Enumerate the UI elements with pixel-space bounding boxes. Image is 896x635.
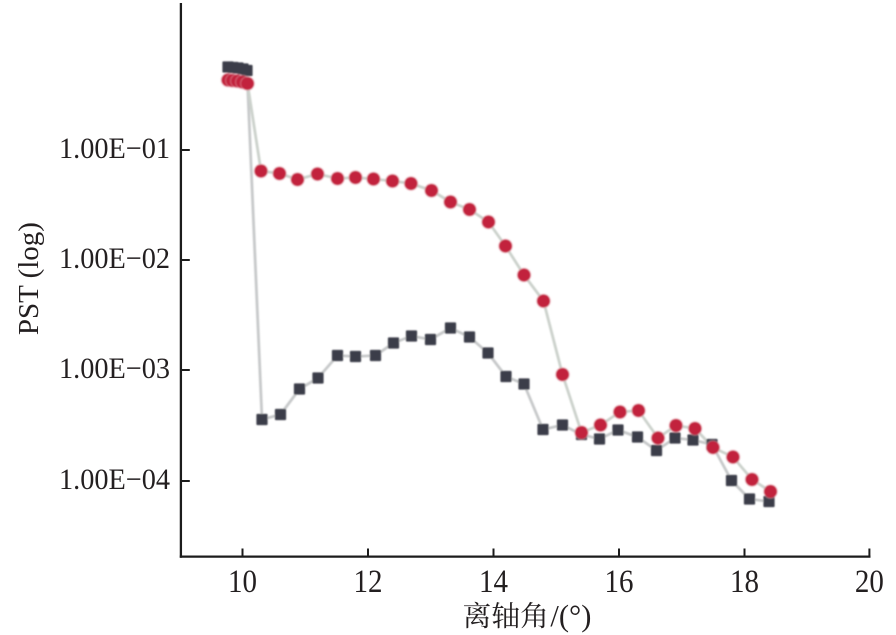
svg-text:16: 16 xyxy=(605,564,634,600)
svg-text:/(°): /(°) xyxy=(550,599,591,633)
svg-text:12: 12 xyxy=(354,564,383,600)
svg-text:1.00E−03: 1.00E−03 xyxy=(59,352,170,385)
svg-text:10: 10 xyxy=(228,564,257,600)
svg-text:14: 14 xyxy=(479,564,508,600)
svg-text:1.00E−02: 1.00E−02 xyxy=(59,242,170,275)
svg-text:1.00E−04: 1.00E−04 xyxy=(59,463,170,496)
svg-text:PST (log): PST (log) xyxy=(13,222,45,335)
svg-text:20: 20 xyxy=(855,564,884,600)
svg-text:1.00E−01: 1.00E−01 xyxy=(59,132,170,165)
svg-text:18: 18 xyxy=(730,564,759,600)
